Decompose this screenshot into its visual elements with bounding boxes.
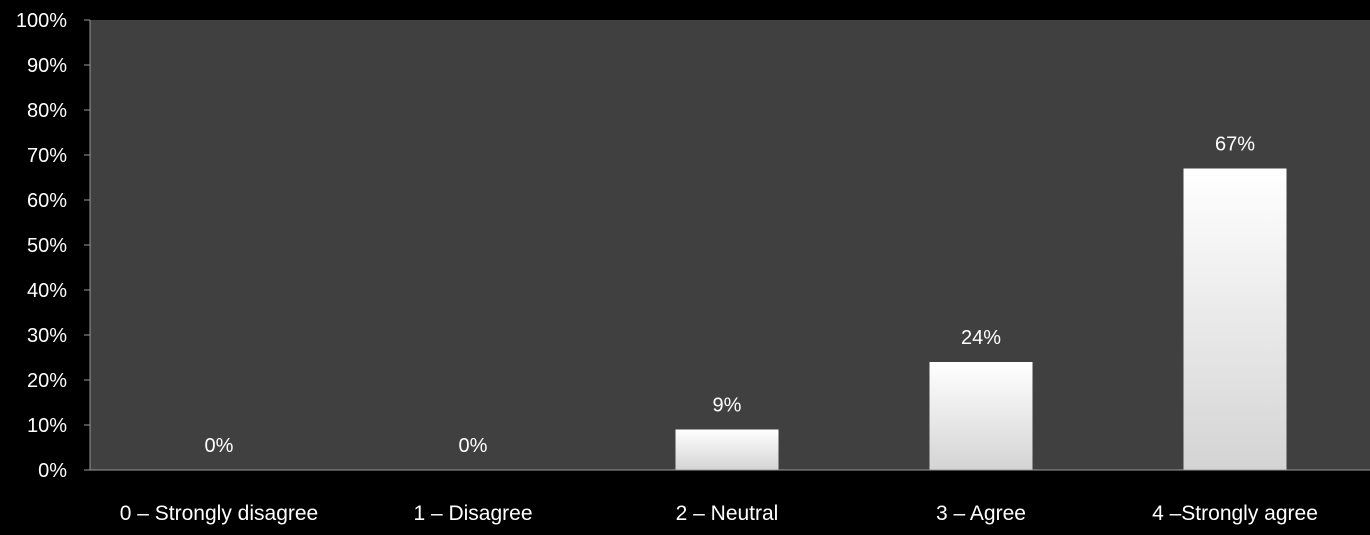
data-label-3: 24% — [961, 327, 1001, 349]
data-label-2: 9% — [713, 395, 742, 417]
bar-3 — [929, 362, 1033, 470]
bar-4 — [1183, 168, 1287, 470]
data-label-4: 67% — [1215, 134, 1255, 156]
y-tick-label-8: 80% — [27, 100, 67, 122]
axes: 0 – Strongly disagree 1 – Disagree 2 – Neu… — [16, 10, 1370, 525]
y-tick-label-9: 90% — [27, 55, 67, 77]
x-tick-label-3: 3 – Agree — [936, 502, 1026, 525]
y-tick-label-6: 60% — [27, 190, 67, 212]
y-tick-label-5: 50% — [27, 235, 67, 257]
plot-area — [90, 20, 1370, 470]
y-tick-label-1: 10% — [27, 415, 67, 437]
bars — [675, 168, 1287, 470]
y-tick-label-10: 100% — [16, 10, 67, 32]
y-tick-label-4: 40% — [27, 280, 67, 302]
y-tick-label-2: 20% — [27, 370, 67, 392]
x-tick-label-4: 4 –Strongly agree — [1152, 502, 1318, 525]
data-label-1: 0% — [459, 435, 488, 457]
x-tick-label-0: 0 – Strongly disagree — [120, 502, 318, 525]
y-tick-label-7: 70% — [27, 145, 67, 167]
y-tick-label-0: 0% — [38, 460, 67, 482]
bar-2 — [675, 429, 779, 470]
x-tick-label-1: 1 – Disagree — [413, 502, 532, 525]
data-label-0: 0% — [205, 435, 234, 457]
y-tick-label-3: 30% — [27, 325, 67, 347]
data-labels: 0% 0% 9% 24% 67% — [205, 134, 1256, 458]
x-tick-label-2: 2 – Neutral — [676, 502, 779, 525]
